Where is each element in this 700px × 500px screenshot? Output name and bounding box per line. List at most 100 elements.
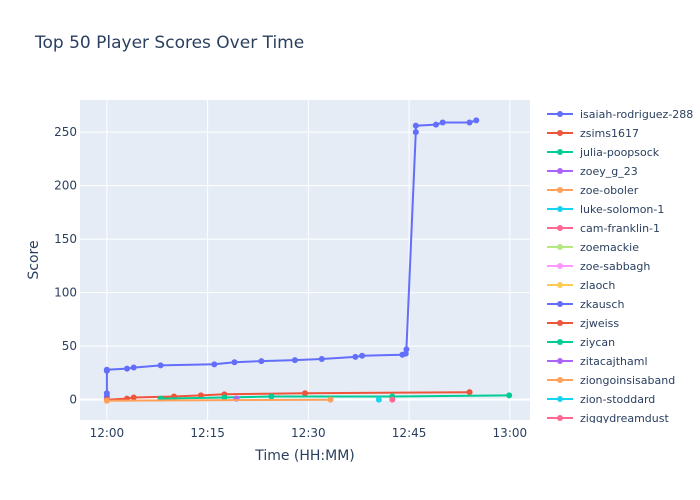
series-julia-poopsock[interactable]	[157, 392, 513, 402]
chart-title: Top 50 Player Scores Over Time	[35, 33, 305, 53]
legend-label: luke-solomon-1	[580, 203, 664, 216]
data-point[interactable]	[211, 361, 218, 368]
data-point[interactable]	[221, 394, 228, 401]
legend-label: isaiah-rodriguez-288	[580, 108, 693, 121]
legend-item[interactable]: zion-stoddard	[547, 393, 655, 406]
data-point[interactable]	[473, 117, 480, 124]
y-tick-label: 200	[54, 179, 77, 193]
legend[interactable]: isaiah-rodriguez-288 zsims1617 julia-poops…	[547, 108, 693, 425]
data-point[interactable]	[389, 396, 396, 403]
legend-label: zoey_g_23	[580, 165, 638, 178]
data-point[interactable]	[124, 365, 131, 372]
data-point[interactable]	[157, 362, 164, 369]
legend-marker-swatch	[557, 111, 563, 117]
legend-label: cam-franklin-1	[580, 222, 660, 235]
legend-marker-swatch	[557, 149, 563, 155]
legend-item[interactable]: isaiah-rodriguez-288	[547, 108, 693, 121]
data-point[interactable]	[506, 392, 513, 399]
series-luke-solomon-1[interactable]	[375, 396, 382, 403]
data-point[interactable]	[302, 390, 308, 397]
y-tick-label: 0	[69, 393, 77, 407]
legend-label: zoe-oboler	[580, 184, 639, 197]
y-tick-label: 150	[54, 232, 77, 246]
series-line[interactable]	[106, 398, 331, 402]
data-point[interactable]	[318, 355, 325, 362]
legend-marker-swatch	[557, 263, 563, 269]
series-cam-franklin-1[interactable]	[389, 396, 396, 403]
y-axis-title: Score	[26, 240, 42, 279]
legend-label: zitacajthaml	[580, 355, 648, 368]
data-point[interactable]	[352, 353, 359, 360]
data-point[interactable]	[130, 394, 137, 401]
legend-label: ziycan	[580, 336, 615, 349]
data-point[interactable]	[466, 389, 473, 396]
legend-marker-swatch	[557, 377, 563, 383]
legend-item[interactable]: ziycan	[547, 336, 615, 349]
data-point[interactable]	[439, 119, 446, 126]
legend-item[interactable]: cam-franklin-1	[547, 222, 660, 235]
legend-item[interactable]: zoe-oboler	[547, 184, 639, 197]
data-point[interactable]	[103, 390, 110, 397]
legend-marker-swatch	[557, 358, 563, 364]
legend-label: zkausch	[580, 298, 624, 311]
x-axis-title: Time (HH:MM)	[254, 448, 355, 464]
y-tick-label: 100	[54, 286, 77, 300]
data-point[interactable]	[130, 364, 137, 371]
legend-marker-swatch	[557, 244, 563, 250]
legend-item[interactable]: zjweiss	[547, 317, 619, 330]
y-tick-label: 50	[62, 339, 77, 353]
legend-item[interactable]: ziggydreamdust	[547, 412, 669, 425]
data-point[interactable]	[103, 397, 110, 404]
legend-marker-swatch	[557, 396, 563, 402]
data-point[interactable]	[412, 129, 419, 136]
x-tick-label: 13:00	[493, 426, 528, 440]
legend-label: zjweiss	[580, 317, 619, 330]
data-point[interactable]	[432, 121, 439, 128]
legend-marker-swatch	[557, 301, 563, 307]
legend-item[interactable]: zoemackie	[547, 241, 639, 254]
legend-marker-swatch	[557, 225, 563, 231]
legend-label: zsims1617	[580, 127, 639, 140]
data-point[interactable]	[359, 352, 366, 359]
data-point[interactable]	[403, 346, 410, 353]
data-point[interactable]	[327, 396, 334, 403]
legend-item[interactable]: luke-solomon-1	[547, 203, 664, 216]
legend-marker-swatch	[557, 339, 563, 345]
data-point[interactable]	[412, 122, 419, 129]
y-tick-label: 250	[54, 125, 77, 139]
x-tick-label: 12:00	[90, 426, 125, 440]
x-tick-label: 12:45	[392, 426, 427, 440]
data-point[interactable]	[258, 358, 265, 365]
data-point[interactable]	[291, 357, 298, 364]
legend-label: ziongoinsisaband	[580, 374, 675, 387]
legend-marker-swatch	[557, 282, 563, 288]
legend-label: zion-stoddard	[580, 393, 655, 406]
data-point[interactable]	[103, 366, 110, 373]
series-zoe-oboler[interactable]	[103, 396, 334, 404]
legend-item[interactable]: zlaoch	[547, 279, 615, 292]
series-isaiah-rodriguez-288[interactable]	[103, 117, 480, 400]
legend-marker-swatch	[557, 415, 563, 421]
legend-item[interactable]: julia-poopsock	[547, 146, 660, 159]
legend-item[interactable]: zoe-sabbagh	[547, 260, 650, 273]
legend-marker-swatch	[557, 130, 563, 136]
legend-item[interactable]: ziongoinsisaband	[547, 374, 675, 387]
data-point[interactable]	[375, 396, 382, 403]
legend-item[interactable]: zoey_g_23	[547, 165, 638, 178]
plot-background	[80, 100, 530, 420]
x-tick-label: 12:30	[291, 426, 326, 440]
legend-marker-swatch	[557, 320, 563, 326]
legend-label: zoe-sabbagh	[580, 260, 650, 273]
data-point[interactable]	[231, 359, 238, 366]
data-point[interactable]	[268, 393, 275, 400]
legend-label: zlaoch	[580, 279, 615, 292]
legend-label: zoemackie	[580, 241, 639, 254]
legend-item[interactable]: zsims1617	[547, 127, 639, 140]
legend-item[interactable]: zkausch	[547, 298, 624, 311]
legend-item[interactable]: zitacajthaml	[547, 355, 648, 368]
legend-marker-swatch	[557, 168, 563, 174]
data-point[interactable]	[466, 119, 473, 126]
legend-marker-swatch	[557, 187, 563, 193]
legend-label: ziggydreamdust	[580, 412, 669, 425]
